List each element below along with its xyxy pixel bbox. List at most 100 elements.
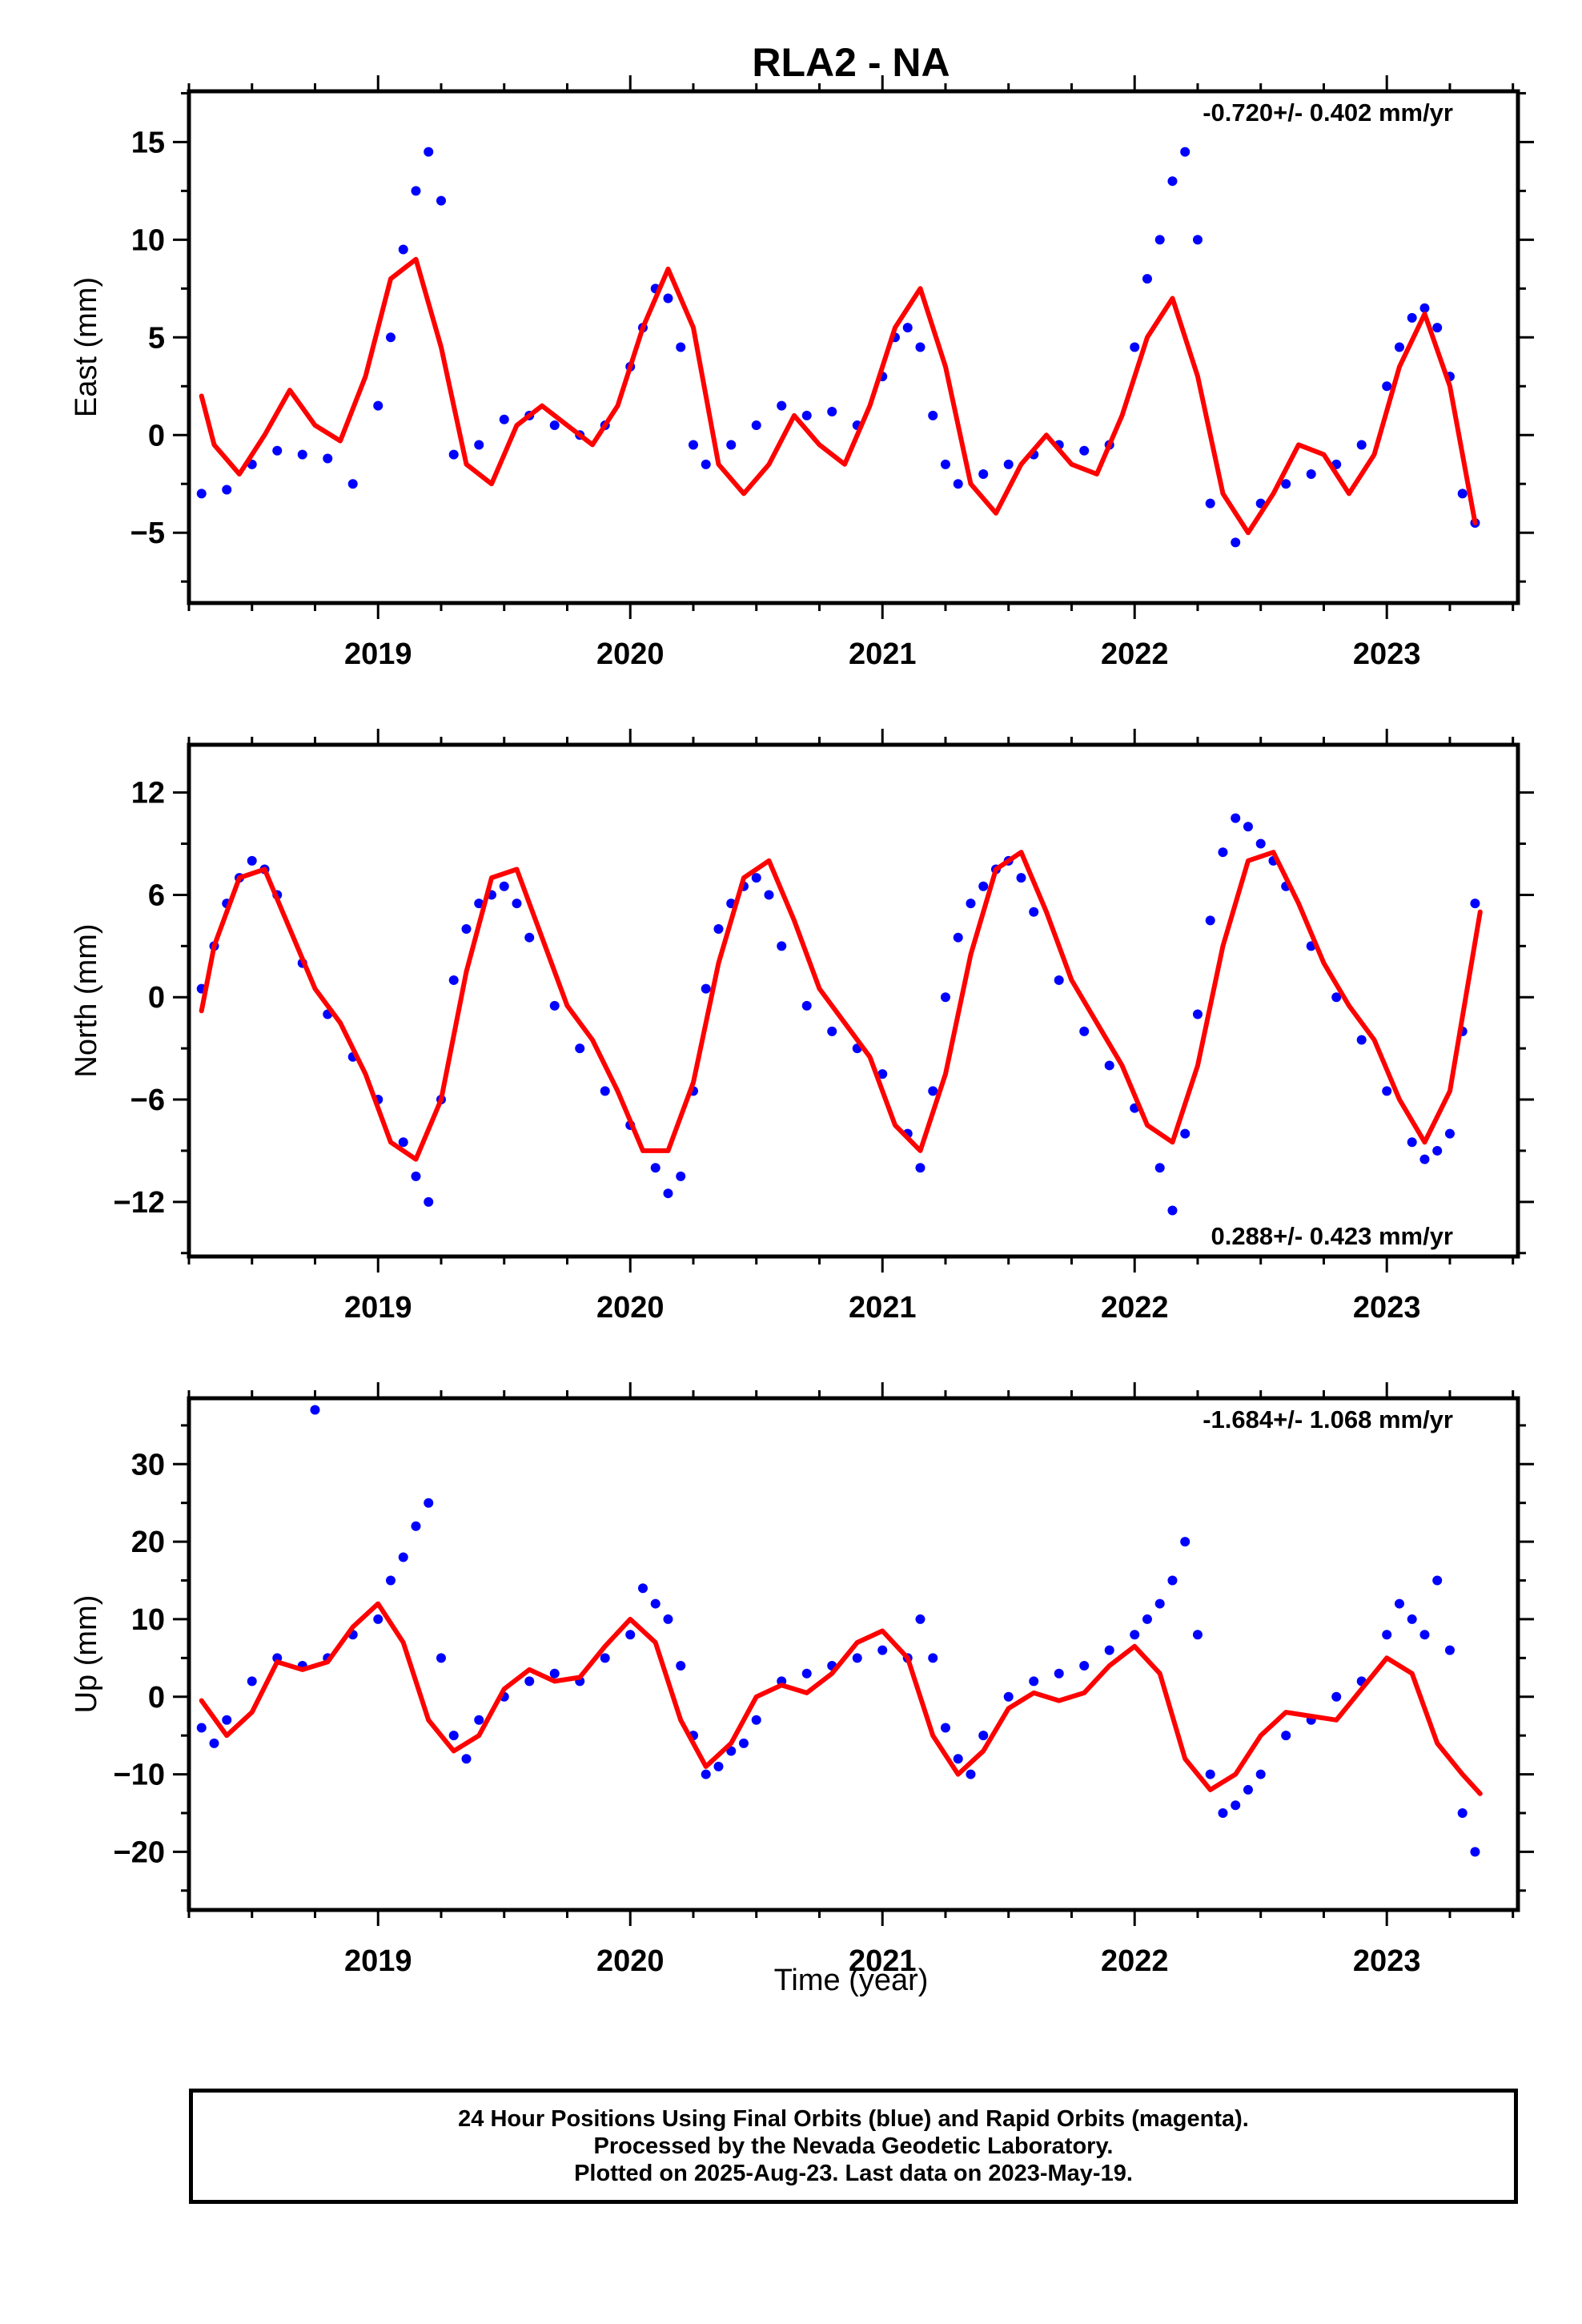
data-point [1054, 1668, 1064, 1679]
caption-box: 24 Hour Positions Using Final Orbits (bl… [189, 2089, 1518, 2204]
data-point [1180, 1128, 1191, 1139]
data-point [1192, 235, 1203, 245]
data-point [738, 1738, 749, 1748]
x-tick-label: 2020 [596, 1944, 665, 1978]
data-point [1104, 1060, 1114, 1071]
caption-line-1: 24 Hour Positions Using Final Orbits (bl… [458, 2106, 1249, 2132]
y-tick-label: −12 [114, 1186, 165, 1220]
data-point [701, 1769, 711, 1779]
x-tick-label: 2019 [344, 1291, 412, 1325]
data-point [297, 449, 307, 460]
data-point [1192, 1630, 1203, 1640]
data-point [777, 941, 787, 951]
data-point [751, 873, 761, 883]
data-point [940, 459, 950, 469]
data-point [1419, 303, 1430, 313]
x-tick-label: 2023 [1353, 637, 1421, 671]
y-tick-label: 30 [131, 1448, 165, 1482]
x-tick-label: 2022 [1101, 1944, 1169, 1978]
data-point [764, 890, 774, 900]
model-fit-line [199, 256, 1478, 536]
data-point [424, 1498, 434, 1508]
model-fit-line [199, 1601, 1483, 1796]
data-point [852, 1653, 862, 1663]
y-tick-label: −5 [130, 517, 165, 550]
data-point [600, 1653, 610, 1663]
data-point [1205, 498, 1215, 509]
x-tick-label: 2021 [849, 637, 917, 671]
data-point [524, 1676, 535, 1687]
data-point [1331, 1691, 1342, 1702]
data-point [196, 489, 207, 499]
data-point [827, 406, 837, 416]
data-point [1407, 1614, 1417, 1624]
y-axis-label: East (mm) [70, 277, 103, 417]
data-point [1029, 1676, 1039, 1687]
data-point [1079, 1026, 1090, 1036]
data-point [1104, 1645, 1114, 1655]
data-point [461, 924, 472, 935]
data-point [411, 1521, 421, 1531]
data-point [1154, 235, 1165, 245]
data-point [524, 932, 535, 943]
data-point [801, 1668, 812, 1679]
data-point [385, 332, 396, 343]
velocity-rate-label: -0.720+/- 0.402 mm/yr [1203, 99, 1453, 127]
data-point [1130, 1630, 1140, 1640]
data-point [1231, 813, 1241, 823]
data-point [1003, 459, 1014, 469]
data-point [1205, 915, 1215, 926]
data-point [1243, 822, 1253, 832]
x-axis-label: Time (year) [774, 1964, 929, 1997]
y-tick-label: 5 [148, 321, 165, 355]
data-point [915, 1163, 926, 1173]
data-point [1231, 537, 1241, 548]
data-point [1356, 440, 1367, 450]
data-point [424, 1196, 434, 1207]
data-point [801, 410, 812, 420]
data-point [272, 445, 283, 456]
data-point [663, 293, 673, 304]
data-point [1243, 1784, 1253, 1795]
data-point [1079, 1661, 1090, 1671]
data-point [701, 459, 711, 469]
data-point [474, 440, 484, 450]
data-point [347, 479, 358, 489]
data-point [637, 1583, 648, 1594]
data-point [1180, 147, 1191, 157]
data-point [436, 1653, 446, 1663]
data-point [928, 410, 938, 420]
data-point [549, 420, 560, 431]
data-point [940, 1723, 950, 1733]
data-point [1218, 1807, 1228, 1818]
data-point [1255, 1769, 1266, 1779]
data-point [373, 1614, 383, 1624]
data-point [1331, 992, 1342, 1003]
data-point [1016, 873, 1026, 883]
data-point [978, 469, 989, 480]
data-point [915, 342, 926, 352]
data-point [915, 1614, 926, 1624]
panel-up: 2019 2020 2021 2022 2023 −20 −10 0 10 20 30 Up (mm)… [70, 1382, 1534, 1978]
data-point [1382, 1630, 1392, 1640]
data-point [1218, 847, 1228, 858]
data-point [247, 855, 257, 866]
data-point [512, 899, 522, 909]
plot-frame [187, 742, 1520, 1259]
y-tick-label: 10 [131, 223, 165, 257]
data-point [499, 414, 509, 424]
data-point [1192, 1009, 1203, 1019]
data-point [448, 975, 459, 985]
data-point [801, 1000, 812, 1011]
velocity-rate-label: 0.288+/- 0.423 mm/yr [1211, 1222, 1453, 1250]
data-point [688, 440, 698, 450]
data-point [373, 400, 383, 411]
x-tick-label: 2019 [344, 1944, 412, 1978]
data-point [777, 400, 787, 411]
data-point [966, 899, 976, 909]
data-point [928, 1653, 938, 1663]
y-tick-label: −10 [114, 1759, 165, 1792]
data-point [827, 1026, 837, 1036]
model-fit-line [199, 850, 1483, 1162]
